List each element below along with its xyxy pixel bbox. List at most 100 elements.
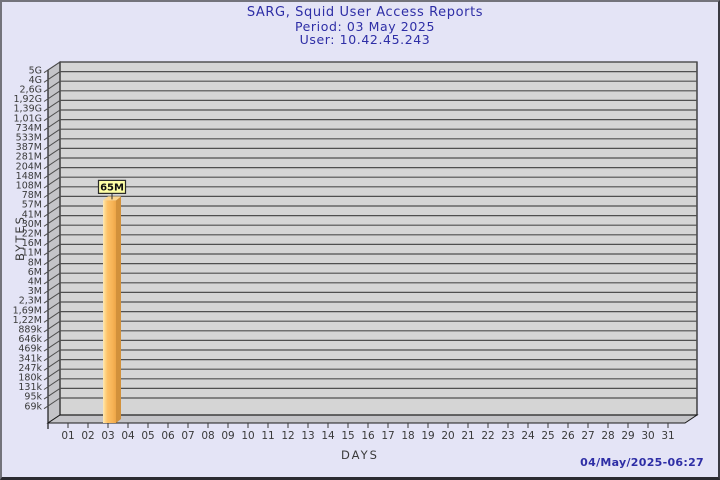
x-tick-label: 07 xyxy=(181,430,194,442)
y-tick-label: 533M xyxy=(16,133,42,144)
x-tick-label: 28 xyxy=(601,430,614,442)
y-tick-line xyxy=(43,253,61,266)
y-tick-line xyxy=(43,368,61,381)
y-tick-label: 281M xyxy=(16,152,42,163)
x-tick-label: 27 xyxy=(581,430,594,442)
y-tick-label: 2,6G xyxy=(20,85,42,96)
y-tick-line xyxy=(43,80,61,93)
y-tick-label: 41M xyxy=(22,209,42,220)
y-tick-label: 22M xyxy=(22,229,42,240)
y-axis-ticks: 5G4G2,6G1,92G1,39G1,01G734M533M387M281M2… xyxy=(13,65,43,412)
y-tick-line xyxy=(43,339,61,352)
y-tick-label: 469k xyxy=(18,344,42,355)
y-tick-line xyxy=(43,167,61,179)
y-axis-title: BYTES xyxy=(13,215,27,261)
y-tick-label: 57M xyxy=(22,200,42,211)
y-tick-line xyxy=(43,311,61,323)
x-tick-label: 14 xyxy=(321,430,335,442)
y-tick-label: 1,22M xyxy=(13,315,42,326)
y-tick-line xyxy=(43,301,61,314)
generation-timestamp: 04/May/2025-06:27 xyxy=(580,456,704,469)
plot-left-wall xyxy=(47,61,61,424)
y-tick-line xyxy=(43,71,61,83)
chart-bars: 65M xyxy=(97,179,127,423)
y-tick-label: 4G xyxy=(29,75,42,86)
y-tick-label: 247k xyxy=(18,363,42,374)
y-tick-label: 6M xyxy=(28,267,42,278)
x-tick-label: 18 xyxy=(401,430,414,442)
report-period: Period: 03 May 2025 xyxy=(294,18,436,34)
y-tick-label: 148M xyxy=(16,171,42,182)
x-tick-label: 13 xyxy=(301,430,314,442)
x-tick-label: 29 xyxy=(621,430,634,442)
y-tick-line xyxy=(43,359,61,371)
y-tick-line xyxy=(43,378,61,390)
y-tick-line xyxy=(43,99,61,112)
x-tick-label: 10 xyxy=(241,430,254,442)
y-tick-line xyxy=(43,330,61,342)
y-tick-line xyxy=(43,186,61,198)
x-tick-label: 19 xyxy=(421,430,434,442)
y-tick-line xyxy=(43,397,61,410)
y-tick-label: 69k xyxy=(24,401,42,412)
y-tick-label: 734M xyxy=(16,123,42,134)
y-tick-line xyxy=(43,205,61,218)
y-tick-line xyxy=(43,119,61,131)
y-tick-label: 1,92G xyxy=(13,94,42,105)
bar-side xyxy=(116,196,121,423)
x-tick-label: 15 xyxy=(341,430,354,442)
x-tick-label: 31 xyxy=(661,430,674,442)
y-tick-line xyxy=(43,387,61,400)
y-tick-line xyxy=(43,282,61,294)
y-tick-label: 889k xyxy=(18,325,42,336)
y-tick-label: 3M xyxy=(28,286,42,297)
x-tick-label: 22 xyxy=(481,430,494,442)
x-tick-label: 24 xyxy=(521,430,535,442)
y-tick-label: 204M xyxy=(16,161,42,172)
y-tick-line xyxy=(43,195,61,208)
y-tick-label: 387M xyxy=(16,142,42,153)
x-tick-label: 04 xyxy=(121,430,135,442)
y-tick-line xyxy=(43,263,61,275)
x-tick-label: 08 xyxy=(201,430,214,442)
y-tick-line xyxy=(43,109,61,122)
y-tick-label: 2,3M xyxy=(19,296,42,307)
y-tick-label: 341k xyxy=(18,353,42,364)
y-tick-label: 5G xyxy=(29,65,42,76)
x-tick-label: 30 xyxy=(641,430,654,442)
y-tick-line xyxy=(43,138,61,150)
y-tick-label: 108M xyxy=(16,181,42,192)
y-tick-label: 95k xyxy=(24,392,42,403)
x-tick-label: 11 xyxy=(261,430,274,442)
x-tick-label: 21 xyxy=(461,430,474,442)
y-tick-line xyxy=(43,320,61,333)
y-tick-line xyxy=(43,243,61,256)
y-tick-line xyxy=(43,224,61,237)
y-tick-label: 11M xyxy=(22,248,42,259)
y-tick-line xyxy=(43,234,61,246)
x-tick-label: 17 xyxy=(381,430,394,442)
y-tick-line xyxy=(43,147,61,160)
y-tick-line xyxy=(43,157,61,170)
x-tick-label: 26 xyxy=(561,430,575,442)
x-tick-label: 05 xyxy=(141,430,154,442)
x-tick-label: 02 xyxy=(81,430,94,442)
x-axis-ticks: 01 02 03 04 05 06 07 08 09 10 11 12 13 14 15 16 17 18 19 20… xyxy=(61,423,675,442)
y-tick-label: 1,39G xyxy=(13,104,42,115)
x-tick-label: 25 xyxy=(541,430,554,442)
y-tick-line xyxy=(43,61,61,74)
y-tick-label: 30M xyxy=(22,219,42,230)
y-tick-label: 4M xyxy=(28,277,42,288)
report-header: SARG, Squid User Access Reports Period: … xyxy=(2,6,718,47)
x-tick-label: 09 xyxy=(221,430,234,442)
x-tick-label: 12 xyxy=(281,430,294,442)
y-tick-label: 1,01G xyxy=(13,113,42,124)
y-tick-line xyxy=(43,176,61,189)
chart-3d-walls xyxy=(46,61,699,429)
x-tick-label: 20 xyxy=(441,430,454,442)
y-tick-label: 180k xyxy=(18,373,42,384)
bar-front xyxy=(103,200,116,423)
bar-value-label: 65M xyxy=(100,183,124,194)
y-tick-label: 16M xyxy=(22,238,42,249)
x-tick-label: 06 xyxy=(161,430,175,442)
